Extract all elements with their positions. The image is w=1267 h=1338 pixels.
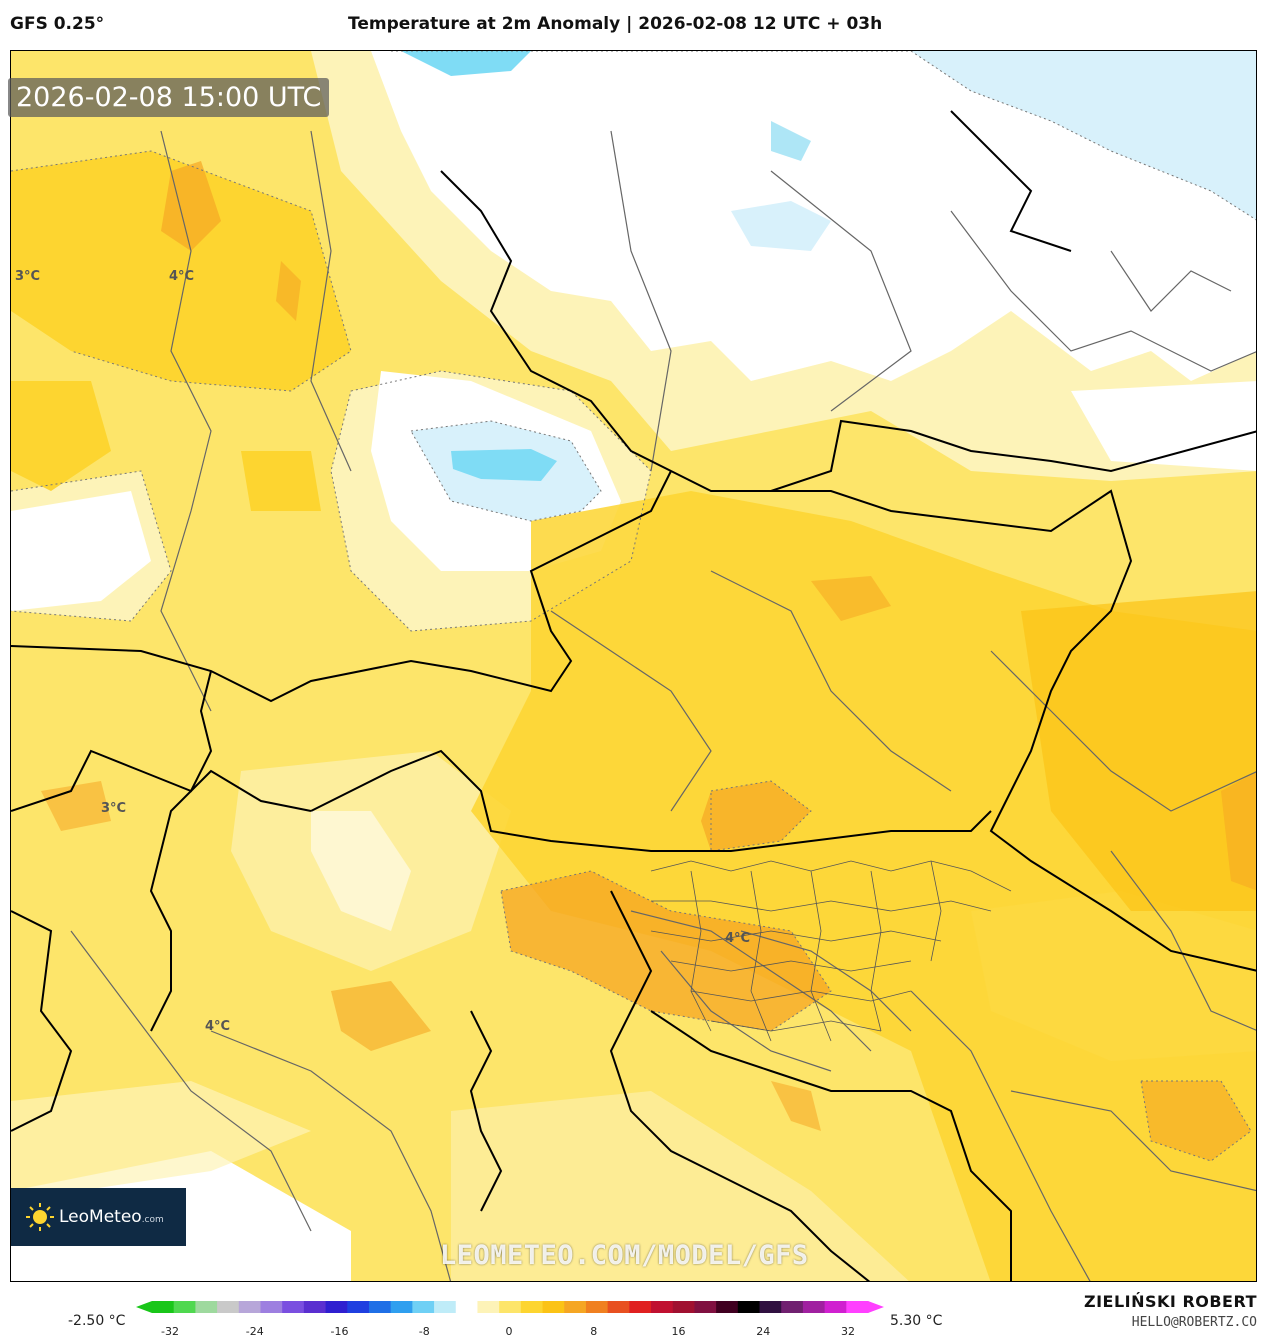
scale-swatch bbox=[303, 1301, 327, 1313]
scale-swatch bbox=[217, 1301, 240, 1313]
southwest-pale-zone bbox=[11, 1081, 311, 1201]
color-scale-bar bbox=[136, 1301, 884, 1313]
scale-swatch bbox=[238, 1301, 261, 1313]
scale-min-label: -2.50 °C bbox=[68, 1313, 126, 1329]
strong-anomaly-east bbox=[1021, 591, 1256, 911]
scale-swatch bbox=[477, 1301, 500, 1313]
scale-tick-label: -24 bbox=[245, 1325, 264, 1338]
cold-blue-spot bbox=[771, 121, 811, 161]
contour-label: 4°C bbox=[205, 1019, 231, 1034]
scale-swatch bbox=[564, 1301, 587, 1313]
scale-swatch bbox=[802, 1301, 826, 1313]
municipal-borders bbox=[650, 860, 1012, 1042]
orange-anomaly-south bbox=[501, 871, 831, 1031]
strong-anomaly-w bbox=[11, 381, 111, 491]
scale-tick-label: -32 bbox=[161, 1325, 179, 1338]
scale-swatch bbox=[629, 1301, 652, 1313]
scale-right-arrow bbox=[868, 1301, 884, 1313]
valid-time-badge: 2026-02-08 15:00 UTC bbox=[8, 78, 330, 117]
adriatic-pale-zone bbox=[451, 1091, 909, 1281]
scale-swatch bbox=[694, 1301, 717, 1313]
strong-anomaly-nw bbox=[11, 151, 351, 391]
scale-swatch bbox=[716, 1301, 739, 1313]
scale-swatch bbox=[173, 1301, 196, 1313]
sun-icon bbox=[26, 1203, 54, 1231]
scale-swatch bbox=[651, 1301, 674, 1313]
scale-left-arrow bbox=[136, 1301, 152, 1313]
western-white-zone bbox=[11, 491, 151, 611]
orange-anomaly-w bbox=[41, 781, 111, 831]
country-borders bbox=[11, 110, 1256, 1281]
scale-swatch bbox=[585, 1301, 609, 1313]
cold-white-zone-2 bbox=[1071, 381, 1256, 471]
scale-swatch bbox=[672, 1301, 695, 1313]
orange-anomaly-sw bbox=[331, 981, 431, 1051]
scale-max-label: 5.30 °C bbox=[890, 1313, 943, 1329]
scale-swatch bbox=[390, 1301, 413, 1313]
scale-swatch bbox=[260, 1301, 283, 1313]
logo-name: LeoMeteo bbox=[59, 1207, 142, 1227]
scale-swatch bbox=[824, 1301, 847, 1313]
anomaly-map-graphic bbox=[11, 51, 1256, 1281]
regional-borders bbox=[70, 130, 1256, 1281]
contour-label: 4°C bbox=[725, 931, 751, 946]
map-area[interactable]: 3°C 4°C 3°C 4°C 4°C bbox=[10, 50, 1257, 1282]
scale-tick-label: 24 bbox=[756, 1325, 771, 1338]
author-email[interactable]: HELLO@ROBERTZ.CO bbox=[1131, 1315, 1257, 1330]
scale-swatch bbox=[434, 1301, 457, 1313]
scale-tick-label: 8 bbox=[590, 1325, 598, 1338]
scale-swatch bbox=[607, 1301, 630, 1313]
scale-swatch bbox=[846, 1301, 869, 1313]
model-label: GFS 0.25° bbox=[10, 14, 105, 34]
contour-label: 3°C bbox=[15, 269, 41, 284]
logo-text: LeoMeteo.com bbox=[59, 1207, 164, 1227]
cold-deep-blue-zone bbox=[401, 51, 531, 76]
scale-swatch bbox=[499, 1301, 522, 1313]
scale-swatch bbox=[542, 1301, 565, 1313]
contour-label: 4°C bbox=[169, 269, 195, 284]
scale-swatch bbox=[455, 1301, 478, 1313]
cold-blue-zone bbox=[731, 201, 831, 251]
scale-swatch bbox=[195, 1301, 218, 1313]
header: GFS 0.25° Temperature at 2m Anomaly | 20… bbox=[0, 0, 1267, 50]
scale-swatch bbox=[368, 1301, 392, 1313]
author-name: ZIELIŃSKI ROBERT bbox=[1083, 1292, 1257, 1311]
scale-swatch bbox=[347, 1301, 370, 1313]
orange-anomaly-nw bbox=[161, 161, 221, 251]
central-deep-blue-zone bbox=[451, 449, 557, 481]
watermark-url: LEOMETEO.COM/MODEL/GFS bbox=[440, 1240, 809, 1271]
scale-tick-label: -8 bbox=[418, 1325, 430, 1338]
leometeo-logo[interactable]: LeoMeteo.com bbox=[11, 1188, 186, 1246]
dotted-contours bbox=[11, 51, 1256, 1162]
strong-anomaly-mid bbox=[241, 451, 321, 511]
orange-anomaly-east bbox=[1221, 772, 1256, 891]
orange-anomaly-se bbox=[1141, 1081, 1251, 1161]
alpine-pale-zone bbox=[231, 751, 511, 971]
orange-anomaly-center-2 bbox=[811, 576, 891, 621]
cold-pale-blue-zone bbox=[391, 51, 1256, 220]
scale-tick-label: 32 bbox=[841, 1325, 855, 1338]
scale-swatch bbox=[737, 1301, 761, 1313]
scale-swatch bbox=[412, 1301, 435, 1313]
orange-anomaly-center bbox=[701, 781, 811, 851]
orange-anomaly-nw-2 bbox=[276, 261, 301, 321]
scale-swatch bbox=[781, 1301, 804, 1313]
scale-swatch bbox=[520, 1301, 544, 1313]
logo-domain: .com bbox=[141, 1215, 164, 1225]
contour-label: 3°C bbox=[101, 801, 127, 816]
scale-tick-label: -16 bbox=[330, 1325, 349, 1338]
scale-swatch bbox=[759, 1301, 782, 1313]
scale-tick-label: 16 bbox=[671, 1325, 686, 1338]
scale-swatch bbox=[152, 1301, 175, 1313]
map-title: Temperature at 2m Anomaly | 2026-02-08 1… bbox=[348, 14, 883, 34]
scale-swatch bbox=[325, 1301, 348, 1313]
orange-anomaly-coast bbox=[771, 1081, 821, 1131]
scale-tick-label: 0 bbox=[505, 1325, 513, 1338]
scale-swatch bbox=[282, 1301, 305, 1313]
